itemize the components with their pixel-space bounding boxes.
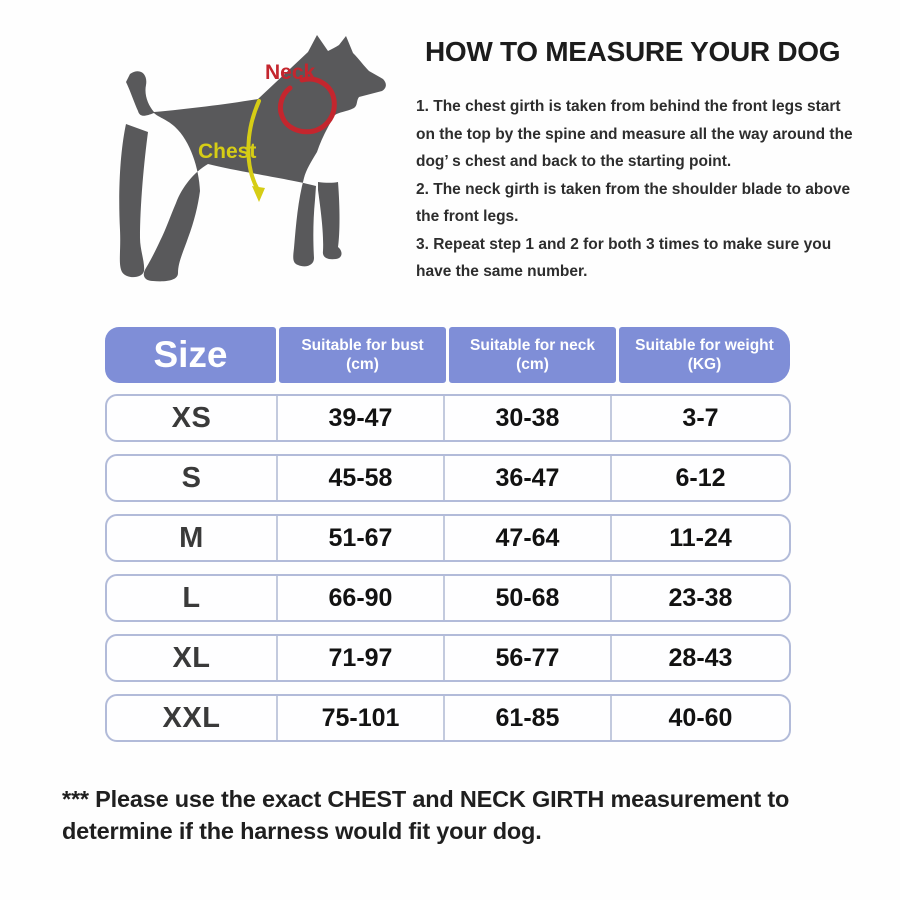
- table-row-xs: XS 39-47 30-38 3-7: [105, 394, 791, 442]
- neck-girth-ring: [277, 76, 337, 135]
- size-cell: M: [179, 521, 204, 554]
- neck-label: Neck: [265, 61, 316, 84]
- footnote-line: determine if the harness would fit your …: [62, 818, 542, 844]
- weight-cell: 23-38: [610, 576, 789, 620]
- chest-girth-arrow: [252, 186, 265, 202]
- bust-cell: 75-101: [276, 696, 443, 740]
- header-neck: Suitable for neck (cm): [449, 327, 616, 383]
- footnote-line: *** Please use the exact CHEST and NECK …: [62, 786, 790, 812]
- measuring-instructions: 1. The chest girth is taken from behind …: [416, 93, 853, 286]
- bust-cell: 51-67: [276, 516, 443, 560]
- weight-cell: 11-24: [610, 516, 789, 560]
- size-table: Size Suitable for bust (cm) Suitable for…: [105, 327, 791, 742]
- weight-cell: 6-12: [610, 456, 789, 500]
- chest-girth-line: [246, 99, 261, 192]
- weight-cell: 40-60: [610, 696, 789, 740]
- instruction-line: 2. The neck girth is taken from the shou…: [416, 180, 851, 198]
- neck-cell: 30-38: [443, 396, 610, 440]
- header-bust-line2: (cm): [346, 356, 379, 373]
- header-weight: Suitable for weight (KG): [619, 327, 790, 383]
- table-row-m: M 51-67 47-64 11-24: [105, 514, 791, 562]
- instruction-line: dog’ s chest and back to the starting po…: [416, 153, 732, 170]
- weight-cell: 3-7: [610, 396, 789, 440]
- header-bust: Suitable for bust (cm): [279, 327, 446, 383]
- table-row-l: L 66-90 50-68 23-38: [105, 574, 791, 622]
- header-weight-line1: Suitable for weight: [635, 337, 774, 354]
- header-neck-line1: Suitable for neck: [470, 337, 595, 354]
- bust-cell: 45-58: [276, 456, 443, 500]
- bust-cell: 71-97: [276, 636, 443, 680]
- neck-cell: 36-47: [443, 456, 610, 500]
- neck-cell: 61-85: [443, 696, 610, 740]
- header-neck-line2: (cm): [516, 356, 549, 373]
- dog-silhouette: [126, 35, 386, 282]
- bust-cell: 39-47: [276, 396, 443, 440]
- instruction-line: 3. Repeat step 1 and 2 for both 3 times …: [416, 235, 832, 253]
- neck-cell: 50-68: [443, 576, 610, 620]
- instruction-line: on the top by the spine and measure all …: [416, 125, 853, 143]
- size-cell: XXL: [162, 701, 221, 734]
- table-row-xxl: XXL 75-101 61-85 40-60: [105, 694, 791, 742]
- header-weight-line2: (KG): [687, 356, 722, 373]
- measurement-footnote: *** Please use the exact CHEST and NECK …: [62, 783, 789, 847]
- dog-measurement-diagram: Neck Chest: [119, 35, 386, 282]
- header-size: Size: [105, 327, 276, 383]
- table-row-xl: XL 71-97 56-77 28-43: [105, 634, 791, 682]
- table-row-s: S 45-58 36-47 6-12: [105, 454, 791, 502]
- dog-far-front-leg: [318, 182, 342, 260]
- size-table-body: XS 39-47 30-38 3-7 S 45-58 36-47 6-12 M …: [105, 394, 791, 742]
- instruction-line: 1. The chest girth is taken from behind …: [416, 98, 841, 115]
- neck-cell: 56-77: [443, 636, 610, 680]
- dog-far-hind-leg: [119, 124, 148, 278]
- size-cell: XL: [172, 641, 211, 674]
- size-cell: XS: [171, 401, 212, 434]
- header-bust-line1: Suitable for bust: [301, 337, 424, 354]
- size-cell: L: [182, 581, 201, 614]
- size-cell: S: [181, 461, 202, 494]
- page-title: HOW TO MEASURE YOUR DOG: [425, 36, 841, 67]
- instruction-line: have the same number.: [416, 263, 588, 280]
- weight-cell: 28-43: [610, 636, 789, 680]
- bust-cell: 66-90: [276, 576, 443, 620]
- instruction-line: the front legs.: [416, 208, 519, 225]
- chest-label: Chest: [198, 140, 256, 163]
- size-table-header: Size Suitable for bust (cm) Suitable for…: [105, 327, 791, 383]
- neck-cell: 47-64: [443, 516, 610, 560]
